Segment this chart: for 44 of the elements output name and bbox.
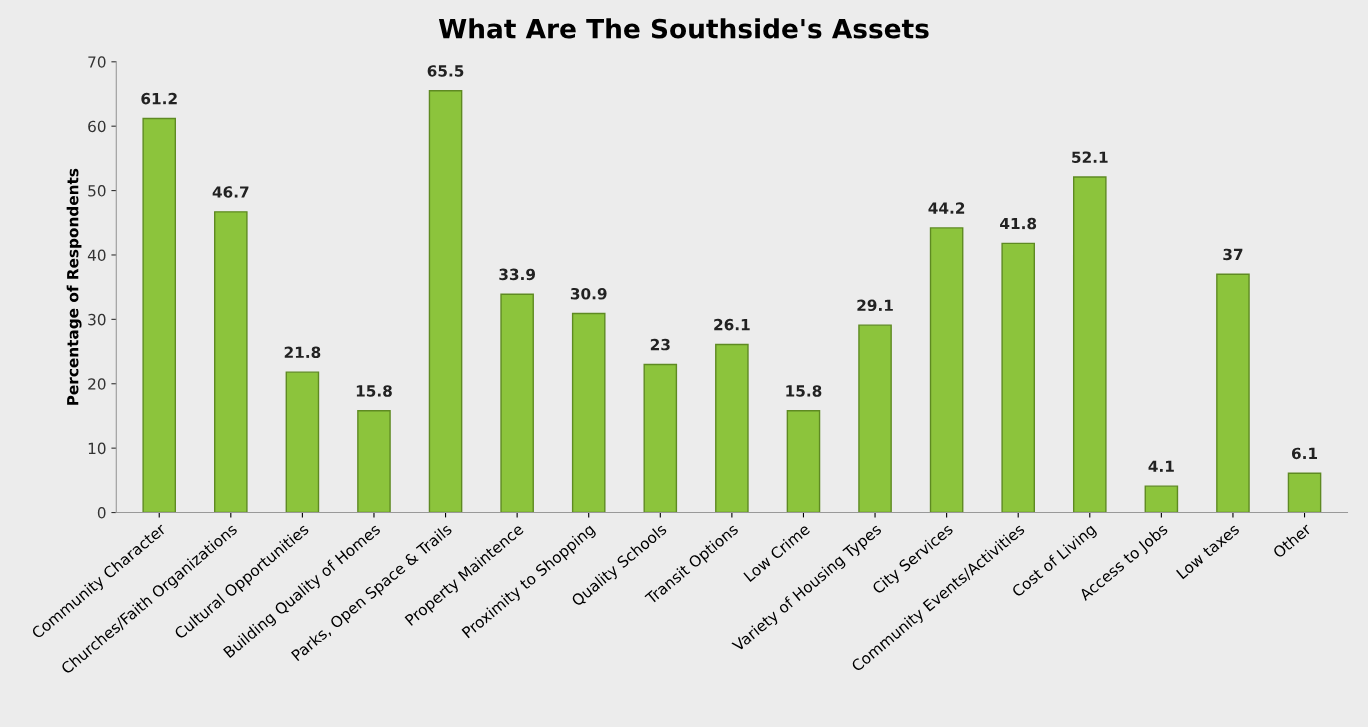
y-axis-title: Percentage of Respondents [66, 168, 82, 405]
data-label: 44.2 [928, 202, 965, 214]
bar [214, 211, 248, 513]
y-tick-label: 60 [88, 120, 106, 133]
bar [643, 363, 678, 513]
bar [1287, 472, 1322, 513]
data-label: 26.1 [714, 318, 750, 331]
bar [1216, 273, 1250, 513]
data-label: 30.9 [570, 287, 607, 300]
data-label: 15.8 [356, 385, 392, 397]
bar [786, 410, 821, 513]
data-label: 33.9 [499, 268, 536, 281]
data-label: 65.5 [427, 65, 464, 77]
data-label: 6.1 [1291, 447, 1318, 460]
data-label: 29.1 [857, 299, 893, 312]
bar [571, 312, 606, 513]
data-label: 23 [650, 338, 670, 351]
data-label: 4.1 [1148, 460, 1174, 472]
bar [1072, 176, 1107, 513]
data-label: 37 [1223, 248, 1243, 261]
bar [929, 227, 964, 513]
chart-title: What Are The Southside's Assets [438, 18, 929, 39]
y-tick-label: 50 [88, 185, 106, 197]
bar [285, 371, 320, 513]
bar [357, 410, 391, 513]
y-tick-label: 30 [88, 313, 106, 326]
bar [142, 117, 177, 513]
data-label: 52.1 [1072, 151, 1108, 163]
y-tick-label: 20 [88, 378, 106, 390]
bar [428, 90, 463, 513]
y-tick-label: 10 [88, 442, 106, 455]
bar [500, 293, 534, 513]
bar [1144, 485, 1179, 513]
y-tick-label: 70 [88, 56, 106, 68]
y-tick-label: 0 [97, 507, 106, 519]
data-label: 15.8 [786, 385, 822, 397]
y-tick-label: 40 [87, 249, 106, 261]
data-label: 61.2 [141, 92, 177, 105]
data-label: 21.8 [284, 346, 321, 359]
data-label: 41.8 [1000, 217, 1037, 230]
bar [1001, 242, 1036, 513]
data-label: 46.7 [212, 186, 249, 198]
bar [715, 343, 749, 513]
bar [858, 324, 892, 513]
